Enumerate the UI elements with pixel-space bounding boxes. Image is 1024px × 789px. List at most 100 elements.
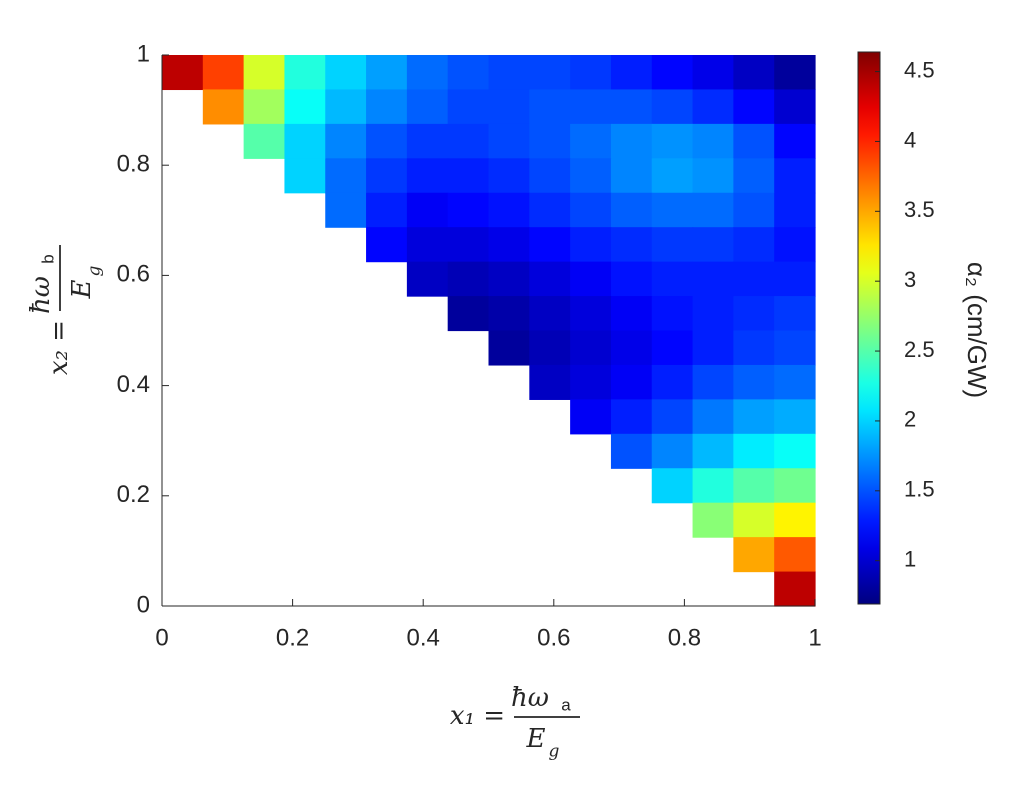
y-tick-label: 0.8 — [117, 151, 150, 178]
heatmap-cell — [774, 364, 816, 400]
heatmap-cell — [243, 55, 286, 91]
heatmap-cell — [774, 537, 816, 573]
heatmap-cell — [610, 89, 653, 125]
heatmap-cell — [488, 123, 530, 159]
y-tick-label: 0 — [137, 591, 150, 618]
y-label-denominator: E — [67, 279, 97, 299]
heatmap-cell — [774, 330, 816, 366]
heatmap-cell — [325, 89, 367, 125]
heatmap-cell — [488, 55, 530, 91]
heatmap-cell — [610, 227, 653, 263]
y-tick-label: 0.2 — [117, 481, 150, 508]
heatmap-cell — [243, 89, 286, 125]
heatmap-cell — [406, 227, 449, 263]
heatmap-cell — [447, 261, 490, 297]
heatmap-cell — [366, 158, 408, 194]
heatmap-cell — [447, 158, 490, 194]
heatmap-cell — [529, 89, 571, 125]
x-tick-label: 0.8 — [668, 624, 701, 651]
heatmap-cell — [284, 123, 326, 159]
heatmap-cell — [284, 158, 326, 194]
heatmap-cell — [447, 296, 490, 332]
heatmap-cell — [651, 227, 694, 263]
colorbar — [857, 51, 881, 605]
heatmap-cell — [733, 537, 775, 573]
heatmap-cell — [733, 89, 775, 125]
heatmap-cell — [692, 123, 734, 159]
heatmap-cell — [774, 433, 816, 469]
heatmap-cell — [774, 55, 816, 91]
heatmap-cell — [366, 89, 408, 125]
heatmap-cell — [529, 158, 571, 194]
heatmap-cell — [610, 158, 653, 194]
heatmap-cell — [406, 158, 449, 194]
heatmap-cell — [774, 261, 816, 297]
y-axis-label: x₂ = ħω b E g — [26, 245, 105, 375]
heatmap-cell — [651, 399, 694, 435]
colorbar-tick-label: 1.5 — [904, 477, 935, 502]
heatmap-cell — [529, 123, 571, 159]
heatmap-cell — [651, 123, 694, 159]
heatmap-cell — [284, 55, 326, 91]
heatmap-cell — [325, 55, 367, 91]
heatmap-cell — [162, 55, 204, 91]
y-label-denominator-sub: g — [85, 265, 105, 276]
heatmap-cell — [406, 123, 449, 159]
y-tick-label: 0.6 — [117, 261, 150, 288]
heatmap-cell — [774, 468, 816, 504]
heatmap-cell — [447, 192, 490, 228]
heatmap-cell — [733, 158, 775, 194]
y-tick-label: 1 — [137, 40, 150, 67]
heatmap-cell — [406, 192, 449, 228]
colorbar-label: α₂ (cm/GW) — [962, 262, 992, 398]
x-label-denominator-sub: g — [549, 742, 560, 762]
heatmap-cell — [692, 468, 734, 504]
heatmap-cell — [325, 158, 367, 194]
heatmap-cell — [692, 227, 734, 263]
x-tick-label: 0.2 — [276, 624, 309, 651]
heatmap-cell — [447, 227, 490, 263]
heatmap-cell — [733, 55, 775, 91]
heatmap-cell — [651, 55, 694, 91]
heatmap-cell — [733, 364, 775, 400]
heatmap-cell — [284, 89, 326, 125]
heatmap-cell — [774, 227, 816, 263]
heatmap-cell — [529, 192, 571, 228]
heatmap-cell — [243, 123, 286, 159]
heatmap-cell — [692, 89, 734, 125]
heatmap-cell — [651, 330, 694, 366]
heatmap-cell — [570, 123, 612, 159]
heatmap-cell — [692, 502, 734, 538]
heatmap-cell — [488, 192, 530, 228]
heatmap-cell — [733, 123, 775, 159]
heatmap-cell — [570, 227, 612, 263]
heatmap-cell — [692, 296, 734, 332]
heatmap-cell — [202, 89, 245, 125]
x-label-denominator: E — [526, 724, 546, 754]
heatmap-cell — [733, 330, 775, 366]
heatmap-cell — [692, 55, 734, 91]
colorbar-tick-label: 2 — [904, 407, 916, 432]
colorbar-tick-label: 3 — [904, 267, 916, 292]
heatmap-cell — [447, 123, 490, 159]
colorbar-tick-label: 2.5 — [904, 337, 935, 362]
heatmap-cell — [651, 89, 694, 125]
heatmap-cell — [692, 261, 734, 297]
heatmap-cell — [488, 261, 530, 297]
heatmap-cell — [488, 89, 530, 125]
x-tick-label: 0.4 — [407, 624, 440, 651]
heatmap-cell — [651, 261, 694, 297]
x-tick-label: 1 — [808, 624, 821, 651]
y-label-lhs: x₂ = — [44, 320, 74, 375]
axes: 0 0.2 0.4 0.6 0.8 1 0 0.2 0.4 0.6 0.8 1 — [117, 40, 822, 651]
x-axis-label: x₁ = ħω a E g — [450, 683, 580, 762]
heatmap-cell — [651, 468, 694, 504]
heatmap-cell — [774, 502, 816, 538]
heatmap-cell — [366, 55, 408, 91]
heatmap-cell — [610, 433, 653, 469]
heatmap-cell — [610, 192, 653, 228]
heatmap-cell — [610, 55, 653, 91]
heatmap-cell — [406, 55, 449, 91]
heatmap-cell — [529, 261, 571, 297]
